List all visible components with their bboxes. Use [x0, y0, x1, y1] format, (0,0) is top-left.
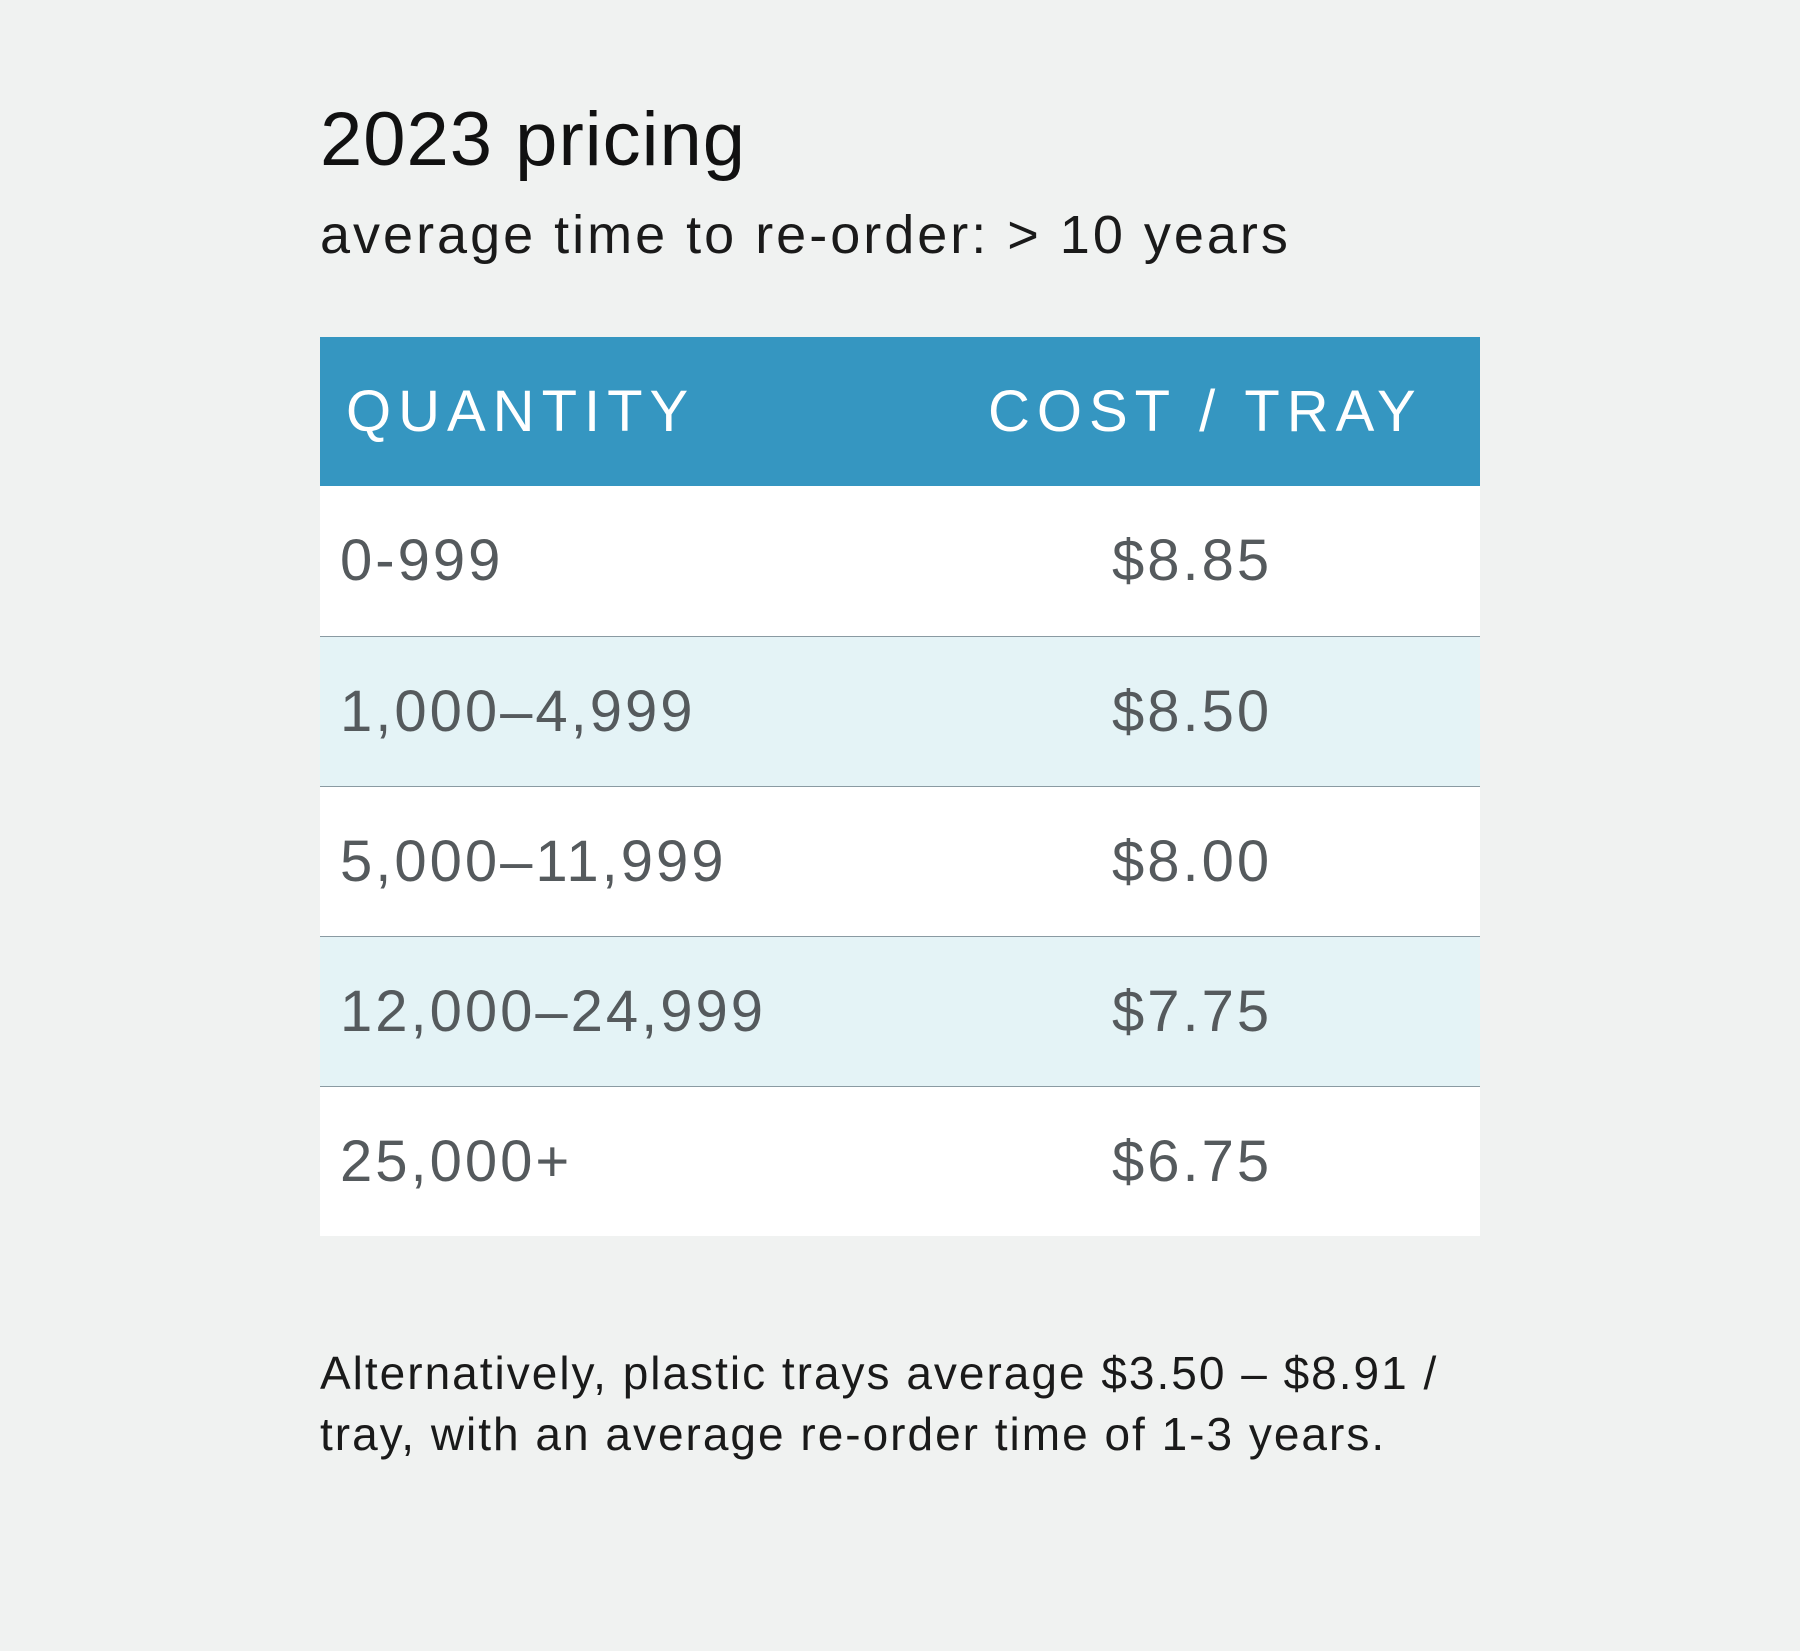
column-header-cost: COST / TRAY	[988, 379, 1423, 444]
cost-cell: $8.50	[1112, 679, 1273, 744]
column-header-quantity: QUANTITY	[346, 379, 696, 444]
cost-cell: $8.85	[1112, 528, 1273, 593]
cost-cell: $8.00	[1112, 829, 1273, 894]
quantity-cell: 25,000+	[340, 1129, 573, 1194]
table-row: 25,000+ $6.75	[320, 1086, 1480, 1236]
cost-cell: $7.75	[1112, 979, 1273, 1044]
page-subtitle: average time to re-order: > 10 years	[320, 205, 1291, 265]
table-row: 0-999 $8.85	[320, 486, 1480, 636]
page-title: 2023 pricing	[320, 97, 747, 182]
footnote: Alternatively, plastic trays average $3.…	[320, 1347, 1439, 1460]
quantity-cell: 5,000–11,999	[340, 829, 727, 894]
cost-cell: $6.75	[1112, 1129, 1273, 1194]
table-row: 12,000–24,999 $7.75	[320, 936, 1480, 1086]
table-body: 0-999 $8.85 1,000–4,999 $8.50 5,000–11,9…	[320, 486, 1480, 1236]
quantity-cell: 0-999	[340, 528, 504, 593]
quantity-cell: 12,000–24,999	[340, 979, 767, 1044]
table-row: 1,000–4,999 $8.50	[320, 636, 1480, 786]
pricing-table: QUANTITY COST / TRAY 0-999 $8.85 1,000–4…	[320, 337, 1480, 1236]
table-row: 5,000–11,999 $8.00	[320, 786, 1480, 936]
table-header: QUANTITY COST / TRAY	[320, 337, 1480, 486]
quantity-cell: 1,000–4,999	[340, 679, 696, 744]
